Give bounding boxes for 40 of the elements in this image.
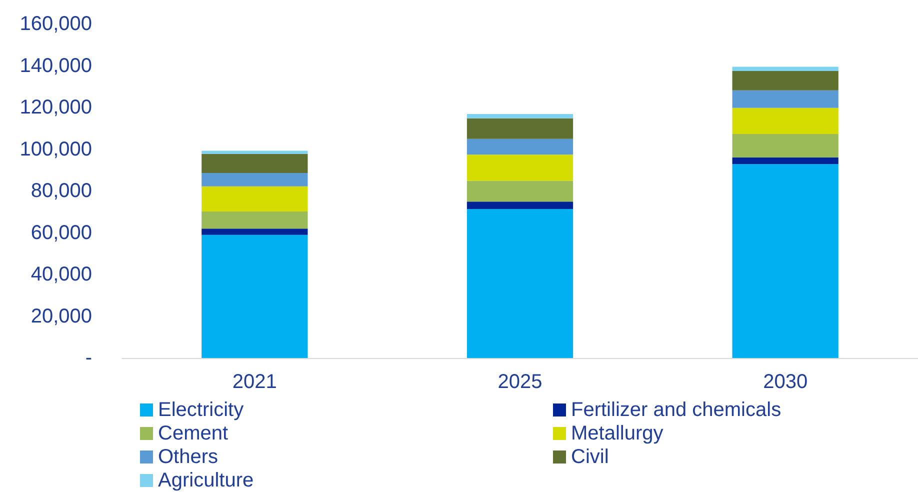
bar — [466, 118, 574, 139]
y-tick-label: 80,000 — [30, 180, 92, 202]
bar — [202, 173, 308, 186]
x-tick-label: 2030 — [763, 371, 808, 393]
bar — [732, 157, 838, 164]
bar — [202, 228, 308, 235]
y-tick-label: 160,000 — [20, 13, 92, 35]
bar — [466, 180, 574, 202]
bar — [732, 164, 838, 358]
x-tick-label: 2021 — [232, 371, 277, 393]
bar — [202, 150, 308, 154]
bar — [466, 202, 574, 209]
bar — [732, 90, 838, 108]
y-tick-label: 140,000 — [20, 54, 92, 77]
x-tick-label: 2025 — [498, 371, 542, 393]
bar — [466, 208, 574, 358]
legend-label: Electricity — [158, 399, 244, 421]
y-tick-label: 60,000 — [30, 222, 92, 244]
legend-label: Fertilizer and chemicals — [571, 399, 782, 421]
bar — [732, 108, 838, 134]
y-tick-label: 120,000 — [20, 96, 92, 118]
y-tick-label: - — [85, 347, 92, 369]
bar — [466, 114, 574, 118]
bar — [732, 134, 838, 158]
legend-label: Civil — [571, 446, 609, 468]
y-tick-label: 40,000 — [30, 264, 92, 286]
legend-label: Agriculture — [158, 470, 254, 492]
legend-label: Metallurgy — [571, 422, 664, 444]
y-tick-label: 100,000 — [20, 138, 92, 160]
legend-label: Cement — [158, 422, 228, 444]
bar — [202, 211, 308, 229]
bar — [202, 234, 308, 358]
bar — [732, 70, 838, 90]
bar — [466, 154, 574, 181]
bar — [466, 138, 574, 155]
legend-label: Others — [158, 446, 218, 468]
bar — [202, 186, 308, 212]
bar — [732, 66, 838, 71]
bar — [202, 154, 308, 174]
y-tick-label: 20,000 — [30, 305, 92, 328]
